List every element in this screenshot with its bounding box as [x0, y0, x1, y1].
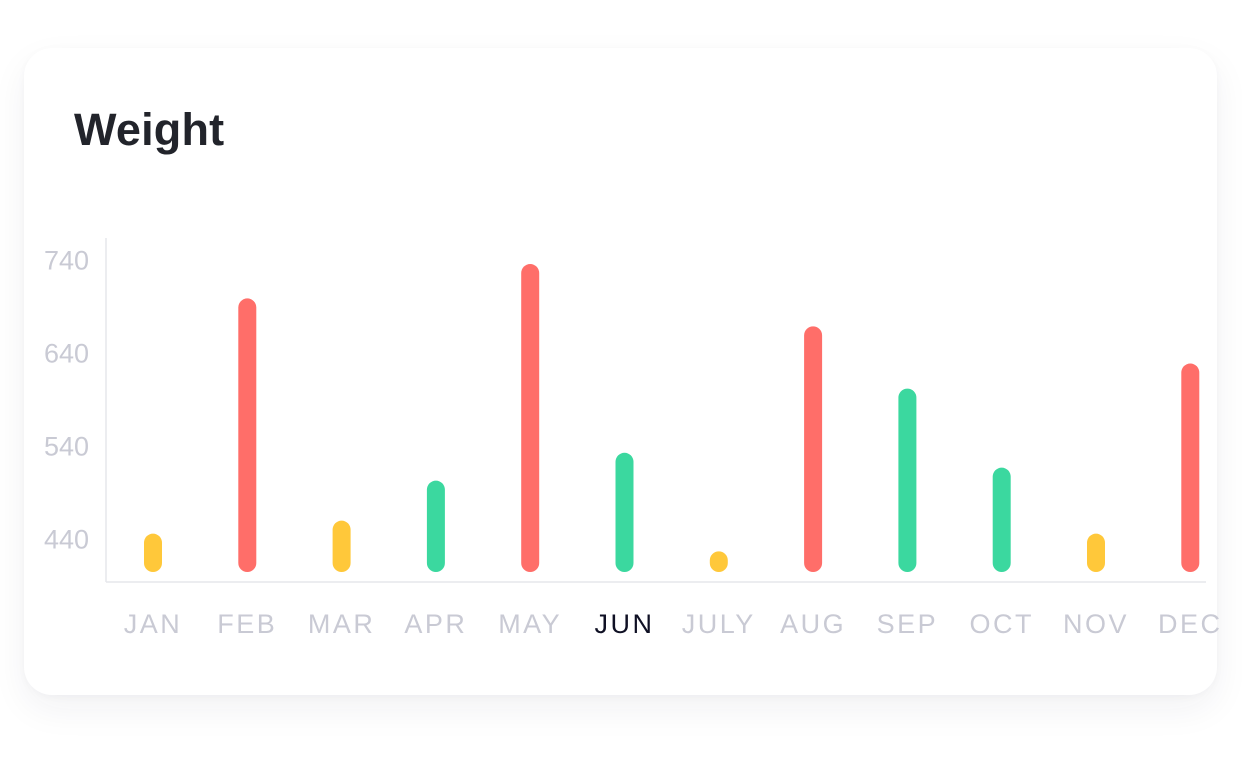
x-tick-label-dec: DEC	[1158, 609, 1223, 639]
x-tick-label-oct: OCT	[969, 609, 1034, 639]
x-tick-label-sep: SEP	[877, 609, 939, 639]
bar-july	[709, 551, 728, 572]
y-tick-label: 740	[44, 245, 89, 275]
x-tick-label-july: JULY	[682, 609, 756, 639]
weight-card: Weight	[24, 48, 1217, 695]
x-tick-label-aug: AUG	[780, 609, 846, 639]
bar-apr	[426, 480, 445, 572]
x-tick-label-jun: JUN	[595, 609, 655, 639]
bar-may	[521, 264, 540, 572]
x-tick-label-jan: JAN	[124, 609, 183, 639]
bar-nov	[1087, 533, 1105, 572]
bar-jun	[615, 452, 634, 572]
bar-dec	[1181, 363, 1200, 572]
x-tick-label-mar: MAR	[308, 609, 376, 639]
y-tick-label: 440	[44, 524, 89, 554]
x-tick-label-may: MAY	[498, 609, 562, 639]
x-tick-label-apr: APR	[404, 609, 467, 639]
bar-mar	[332, 520, 351, 572]
chart-title: Weight	[74, 104, 225, 155]
bar-sep	[898, 388, 917, 572]
y-tick-label: 540	[44, 431, 89, 461]
x-tick-label-nov: NOV	[1063, 609, 1129, 639]
y-tick-label: 640	[44, 338, 89, 368]
bar-aug	[804, 326, 823, 572]
bar-jan	[144, 533, 162, 572]
bar-oct	[992, 467, 1011, 572]
x-tick-label-feb: FEB	[217, 609, 277, 639]
bar-feb	[238, 298, 257, 572]
